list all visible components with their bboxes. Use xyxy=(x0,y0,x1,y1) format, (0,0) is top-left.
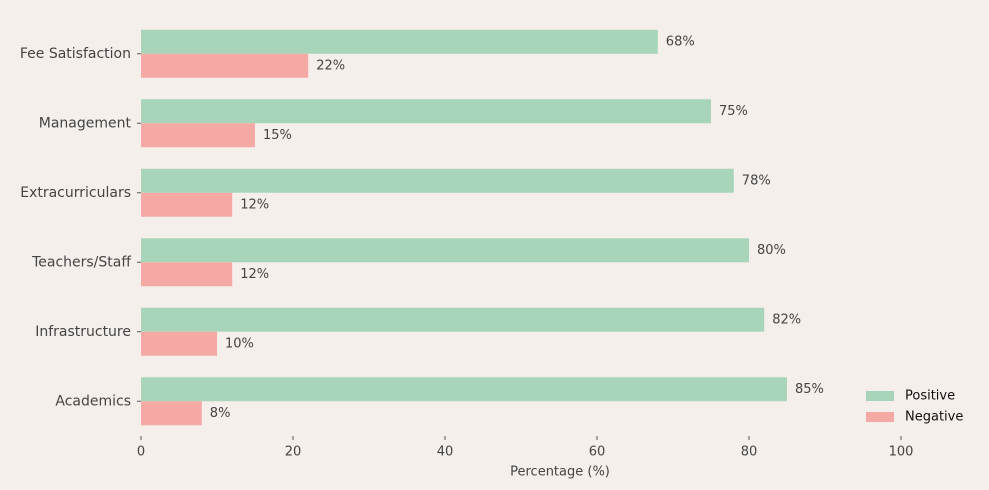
y-tick-label: Academics xyxy=(55,393,131,409)
legend-swatch xyxy=(866,412,894,422)
bar xyxy=(141,123,255,148)
x-tick-label: 80 xyxy=(741,445,758,460)
value-label: 82% xyxy=(772,312,801,327)
value-label: 15% xyxy=(263,128,292,143)
bar xyxy=(141,168,734,193)
bar xyxy=(141,238,749,263)
value-label: 85% xyxy=(795,382,824,397)
x-tick-label: 20 xyxy=(285,445,302,460)
value-label: 68% xyxy=(666,34,695,49)
legend-label: Positive xyxy=(905,389,955,404)
x-tick-label: 100 xyxy=(889,445,914,460)
value-label: 80% xyxy=(757,243,786,258)
y-tick-label: Infrastructure xyxy=(35,324,131,340)
x-axis-label: Percentage (%) xyxy=(510,465,610,480)
value-label: 22% xyxy=(316,58,345,73)
bar xyxy=(141,192,233,217)
legend-label: Negative xyxy=(905,410,963,425)
legend-swatch xyxy=(866,391,894,401)
value-label: 78% xyxy=(742,173,771,188)
y-tick-label: Management xyxy=(39,115,132,131)
bar xyxy=(141,53,309,78)
value-label: 8% xyxy=(210,406,231,421)
x-tick-label: 40 xyxy=(437,445,454,460)
y-tick-label: Extracurriculars xyxy=(20,185,131,201)
x-tick-label: 60 xyxy=(589,445,606,460)
bar xyxy=(141,377,787,402)
bar xyxy=(141,307,765,332)
bar xyxy=(141,401,202,426)
value-label: 10% xyxy=(225,336,254,351)
value-label: 12% xyxy=(240,267,269,282)
x-tick-label: 0 xyxy=(137,445,145,460)
bar xyxy=(141,99,711,124)
bar xyxy=(141,262,233,287)
value-label: 12% xyxy=(240,197,269,212)
y-tick-label: Teachers/Staff xyxy=(31,254,131,270)
y-tick-label: Fee Satisfaction xyxy=(20,46,131,62)
bar xyxy=(141,331,217,356)
bar xyxy=(141,29,658,54)
value-label: 75% xyxy=(719,104,748,119)
